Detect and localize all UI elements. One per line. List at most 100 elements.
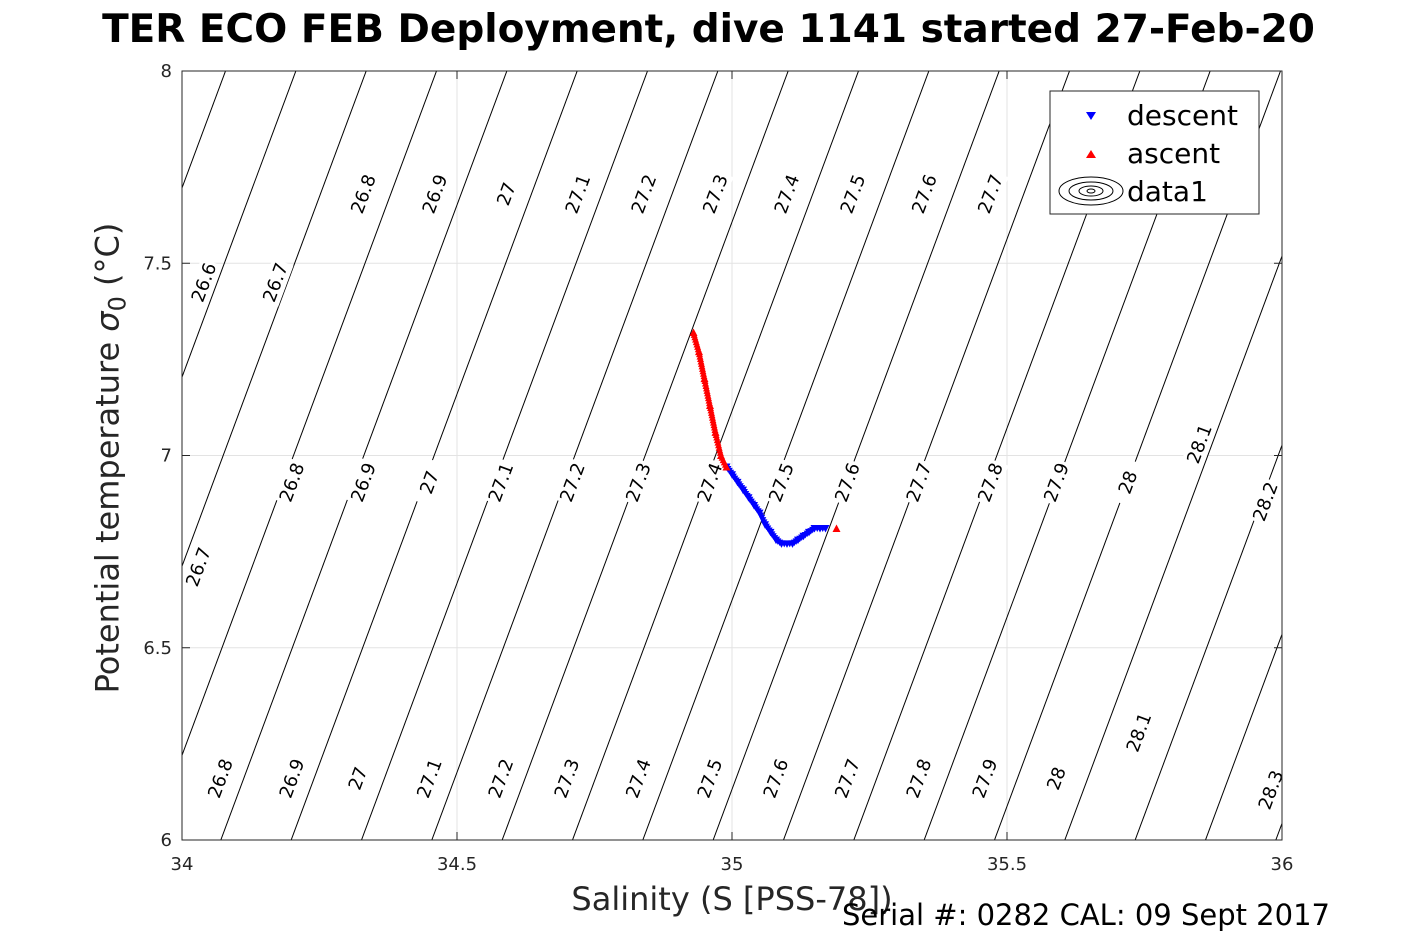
contour-label-text: 27.6 (831, 460, 865, 505)
contour-label-bg (417, 169, 453, 219)
contour-label-bg (554, 457, 591, 507)
contour-label: 27.2 (554, 457, 591, 507)
y-tick-label: 6.5 (143, 638, 172, 659)
y-tick-label: 7.5 (143, 253, 172, 274)
contour-label-bg (835, 169, 871, 219)
contour-label-bg (901, 457, 937, 507)
contour-label: 27.9 (1038, 457, 1075, 507)
contour-label: 27.3 (697, 169, 734, 219)
descent-point (799, 532, 808, 541)
contour-label: 27.8 (901, 754, 937, 803)
contour-label-bg (274, 457, 310, 507)
contour-label: 26.9 (274, 754, 310, 803)
contour-label-bg (1038, 754, 1075, 803)
contour-label: 27.6 (906, 169, 943, 219)
x-axis-label: Salinity (S [PSS-78]) (571, 880, 893, 918)
contour-label-bg (901, 754, 937, 803)
ascent-point (722, 463, 731, 471)
serial-calibration-note: Serial #: 0282 CAL: 09 Sept 2017 (842, 898, 1330, 932)
isopycnal-line (360, 71, 649, 840)
contour-label-bg (345, 457, 382, 507)
contour-label-text: 26.9 (276, 756, 310, 801)
contour-label: 26.7 (257, 258, 294, 307)
contour-label-bg (763, 457, 800, 507)
legend-data1-label: data1 (1127, 175, 1208, 208)
descent-point (733, 478, 742, 487)
contour-label-bg (202, 754, 239, 803)
contour-label-bg (186, 258, 222, 307)
contour-label-bg (620, 754, 657, 803)
contour-label-text: 28.3 (1255, 768, 1289, 813)
contour-label-bg (1247, 477, 1284, 527)
contour-label-text: 27.1 (562, 172, 596, 217)
descent-point (821, 525, 830, 533)
contour-label: 27.2 (483, 754, 519, 803)
contour-label: 26.8 (202, 754, 239, 803)
contour-label: 26.6 (186, 258, 222, 307)
contour-label: 27.1 (483, 457, 519, 507)
contour-label-text: 26.9 (419, 172, 453, 217)
contour-label-text: 28.1 (1123, 710, 1157, 755)
contour-label-bg (483, 457, 519, 507)
chart-title-text: TER ECO FEB Deployment, dive 1141 starte… (102, 7, 1315, 52)
descent-point (761, 521, 769, 529)
legend-ascent-label: ascent (1127, 137, 1220, 170)
contour-label: 27 (488, 169, 525, 219)
contour-label-bg (1121, 707, 1157, 757)
contour-label-bg (340, 754, 376, 803)
contour-label-bg (769, 169, 805, 219)
contour-label: 27.7 (901, 457, 937, 507)
y-tick-label: 6 (161, 830, 172, 851)
contour-label-text: 27.5 (765, 460, 799, 505)
isopycnal-line (290, 71, 578, 840)
contour-label-bg (967, 754, 1003, 803)
contour-label: 27.4 (769, 169, 805, 219)
contour-label-bg (257, 258, 294, 307)
contour-label: 27.3 (620, 457, 657, 507)
contour-label-bg (692, 754, 728, 803)
contour-label: 27.5 (763, 457, 800, 507)
isopycnal-line (501, 71, 789, 840)
isopycnal-line (220, 71, 508, 840)
contour-label: 28.1 (1121, 707, 1157, 757)
contour-label-bg (620, 457, 657, 507)
contour-label-bg (692, 457, 728, 507)
contour-label: 26.9 (345, 457, 382, 507)
chart-title: TER ECO FEB Deployment, dive 1141 starte… (0, 6, 1417, 54)
contour-label: 27.3 (549, 754, 585, 803)
contour-label: 27.6 (758, 754, 794, 803)
descent-point (744, 494, 753, 502)
series-descent (722, 463, 830, 548)
contour-label-bg (758, 754, 794, 803)
isopycnal-line (1064, 254, 1282, 840)
contour-label: 26.7 (180, 542, 217, 592)
isopycnal-line (642, 71, 930, 840)
x-tick-label: 34.5 (437, 854, 477, 875)
contour-label-bg (560, 169, 596, 219)
descent-point (766, 528, 775, 537)
y-tick-label: 8 (161, 61, 172, 82)
descent-point (788, 540, 797, 548)
descent-point (783, 540, 791, 548)
contour-label-bg (549, 754, 585, 803)
contour-label-bg (906, 169, 943, 219)
contour-label-bg (829, 457, 866, 507)
descent-point (816, 525, 824, 533)
contour-label-text: 26.9 (347, 460, 381, 505)
contour-label: 27.5 (835, 169, 871, 219)
contour-label: 27 (411, 457, 448, 507)
contour-label: 27.2 (626, 169, 662, 219)
contour-label-bg (483, 754, 519, 803)
contour-label-text: 27.9 (1040, 460, 1074, 505)
contour-label-bg (1038, 457, 1075, 507)
contour-label-text: 27.8 (974, 460, 1008, 505)
contour-label: 28.3 (1253, 765, 1289, 815)
ascent-point (700, 374, 709, 383)
contour-label-bg (411, 457, 448, 507)
contour-label-text: 27.8 (903, 756, 937, 801)
contour-label: 28.2 (1247, 477, 1284, 527)
isopycnal-line (182, 71, 438, 757)
contour-label-bg (488, 169, 525, 219)
contour-label-text: 27.4 (694, 460, 728, 505)
isopycnal-line (1388, 0, 1417, 917)
